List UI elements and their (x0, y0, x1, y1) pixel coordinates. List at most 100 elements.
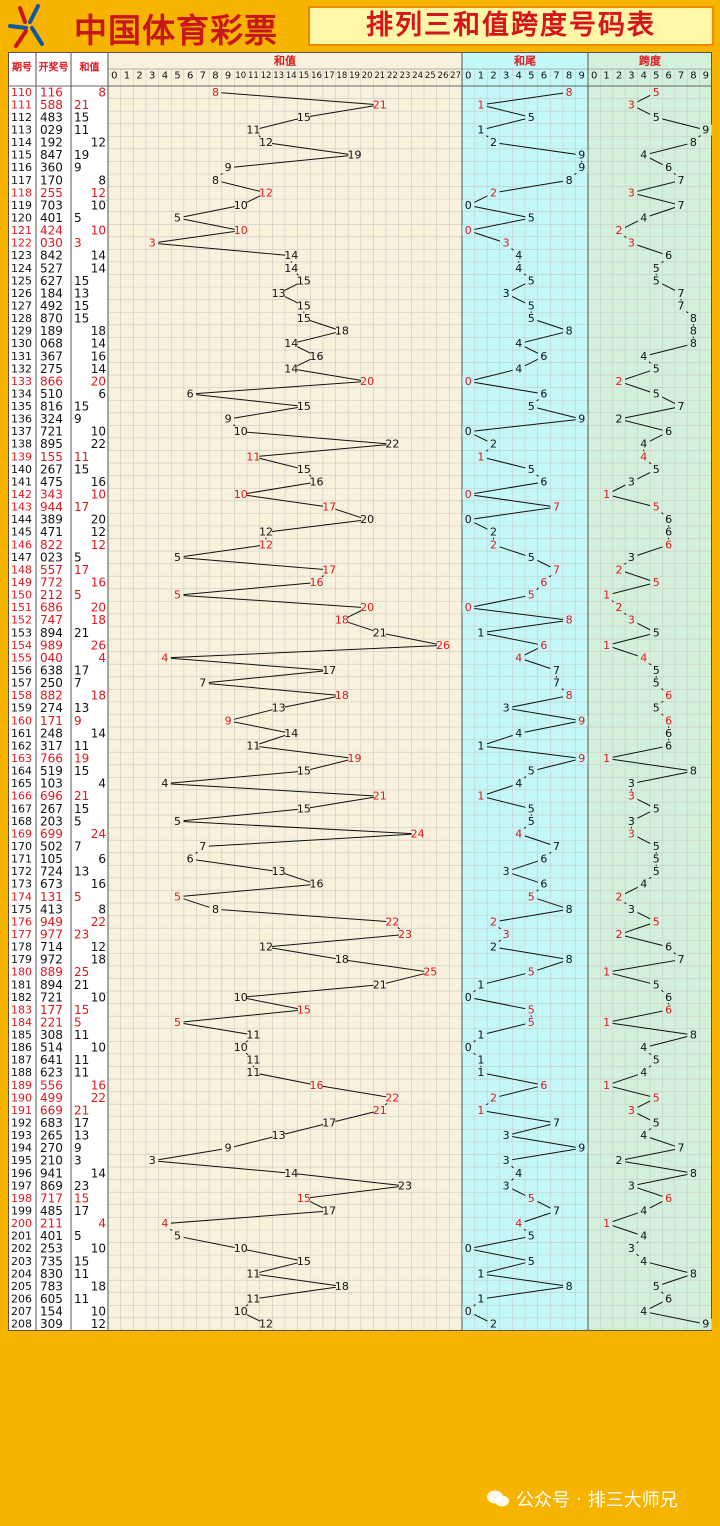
marker-bg (537, 853, 550, 865)
marker-bg (662, 1004, 675, 1016)
trend-marker: 9 (578, 1142, 585, 1155)
marker-bg (361, 514, 374, 526)
draw-number-cell: 030 (40, 236, 63, 250)
trend-marker: 5 (528, 589, 535, 602)
marker-bg (650, 866, 663, 878)
trend-marker: 5 (528, 765, 535, 778)
trend-marker: 0 (465, 224, 472, 237)
trend-marker: 10 (234, 425, 248, 438)
zone-tick-label: 2 (136, 71, 142, 82)
trend-marker: 7 (199, 677, 206, 690)
period-cell: 159 (11, 702, 32, 715)
sum-cell: 7 (74, 839, 82, 853)
trend-marker: 11 (246, 1066, 260, 1079)
sum-cell: 5 (74, 211, 82, 225)
marker-bg (323, 564, 336, 576)
marker-bg (625, 237, 638, 249)
draw-number-cell: 250 (40, 676, 63, 690)
trend-marker: 0 (465, 991, 472, 1004)
marker-bg (625, 1180, 638, 1192)
period-cell: 117 (11, 174, 32, 187)
trend-marker: 5 (528, 463, 535, 476)
sum-cell: 12 (91, 538, 106, 552)
period-cell: 161 (11, 727, 32, 740)
period-cell: 158 (11, 689, 32, 702)
draw-number-cell: 170 (40, 173, 63, 187)
trend-marker: 7 (678, 400, 685, 413)
draw-number-cell: 724 (40, 865, 63, 879)
marker-bg (474, 1029, 487, 1041)
draw-number-cell: 889 (40, 965, 63, 979)
marker-bg (335, 1280, 348, 1292)
zone-tick-label: 6 (187, 71, 193, 82)
draw-number-cell: 210 (40, 1154, 63, 1168)
period-cell: 135 (11, 400, 32, 413)
draw-number-cell: 029 (40, 123, 63, 137)
marker-bg (537, 388, 550, 400)
marker-bg (512, 1218, 525, 1230)
trend-marker: 2 (490, 538, 497, 551)
trend-marker: 5 (653, 802, 660, 815)
sum-cell: 11 (74, 1053, 89, 1067)
marker-bg (525, 463, 538, 475)
marker-bg (500, 1180, 513, 1192)
sum-cell: 8 (98, 173, 106, 187)
sum-cell: 12 (91, 186, 106, 200)
trend-marker: 2 (490, 1318, 497, 1331)
trend-marker: 21 (373, 978, 387, 991)
sum-cell: 5 (74, 890, 82, 904)
marker-bg (637, 1306, 650, 1318)
marker-bg (247, 740, 260, 752)
trend-marker: 1 (477, 123, 484, 136)
zone-tick-label: 16 (311, 71, 322, 81)
draw-number-cell: 696 (40, 789, 63, 803)
sum-cell: 15 (74, 462, 89, 476)
trend-marker: 5 (653, 840, 660, 853)
trend-marker: 8 (690, 1029, 697, 1042)
trend-marker: 2 (616, 1154, 623, 1167)
period-cell: 143 (11, 501, 32, 514)
trend-marker: 5 (653, 1117, 660, 1130)
trend-marker: 3 (628, 827, 635, 840)
marker-bg (297, 313, 310, 325)
zone-tick-label: 4 (516, 71, 522, 82)
trend-marker: 5 (653, 262, 660, 275)
marker-bg (637, 1205, 650, 1217)
marker-bg (525, 111, 538, 123)
sum-cell: 13 (74, 286, 89, 300)
marker-bg (550, 677, 563, 689)
draw-number-cell: 343 (40, 488, 63, 502)
marker-bg (625, 778, 638, 790)
trend-marker: 3 (503, 1129, 510, 1142)
draw-number-cell: 040 (40, 651, 63, 665)
sum-cell: 15 (74, 400, 89, 414)
trend-marker: 3 (628, 1179, 635, 1192)
marker-bg (625, 187, 638, 199)
trend-marker: 15 (297, 274, 311, 287)
watermark-label: 公众号 (516, 1490, 570, 1511)
draw-number-cell: 772 (40, 576, 63, 590)
marker-bg (525, 966, 538, 978)
marker-bg (600, 1079, 613, 1091)
zone-tick-label: 8 (212, 71, 218, 82)
marker-bg (637, 149, 650, 161)
trend-marker: 11 (246, 1054, 260, 1067)
marker-bg (462, 426, 475, 438)
trend-marker: 14 (284, 1167, 298, 1180)
trend-marker: 1 (603, 966, 610, 979)
marker-bg (247, 1067, 260, 1079)
column-header: 开奖号 (39, 61, 69, 74)
marker-bg (361, 602, 374, 614)
period-cell: 173 (11, 878, 32, 891)
trend-marker: 8 (566, 1280, 573, 1293)
marker-bg (650, 979, 663, 991)
sum-cell: 9 (74, 1141, 82, 1155)
trend-marker: 5 (174, 1230, 181, 1243)
sum-cell: 14 (91, 362, 106, 376)
marker-bg (625, 1243, 638, 1255)
draw-number-cell: 714 (40, 940, 63, 954)
marker-bg (462, 1042, 475, 1054)
trend-marker: 3 (628, 790, 635, 803)
period-cell: 185 (11, 1029, 32, 1042)
zone-tick-label: 5 (174, 71, 180, 82)
